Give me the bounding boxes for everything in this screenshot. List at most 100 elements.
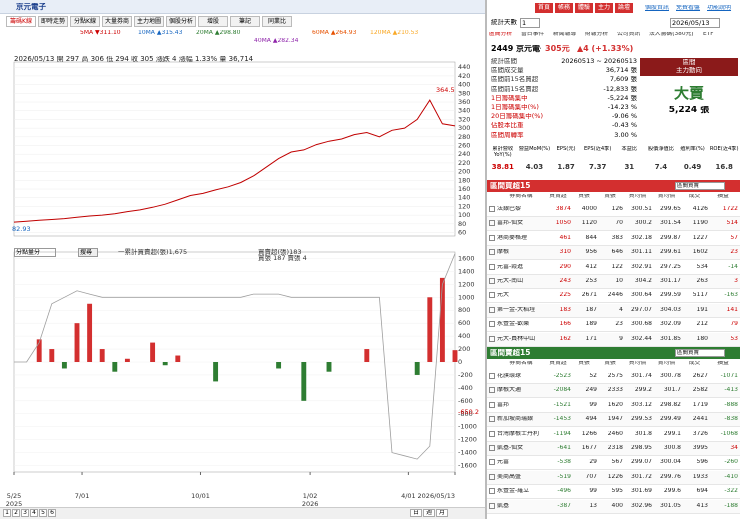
stat-value: 20260513 ~ 20260513 [561, 58, 637, 65]
row-checkbox[interactable] [489, 278, 495, 284]
tab[interactable]: 筆記 [230, 16, 260, 27]
nav-button[interactable]: 論壇 [615, 3, 633, 13]
table-row[interactable] [487, 413, 740, 428]
row-checkbox[interactable] [489, 445, 495, 451]
cell-number: 299.1 [663, 430, 681, 437]
row-checkbox[interactable] [489, 387, 495, 394]
row-checkbox[interactable] [489, 306, 495, 313]
table-select[interactable]: 區間買賣 [675, 349, 725, 357]
nav-link[interactable]: 功能說明 [707, 5, 732, 11]
cell-number: 183 [559, 306, 571, 313]
tab[interactable]: 即時走勢 [38, 16, 68, 27]
cell-number: 302.44 [631, 335, 652, 342]
cell-number: 122 [611, 263, 623, 270]
page-button[interactable]: 5 [39, 509, 47, 517]
row-checkbox[interactable] [489, 335, 495, 342]
table-row[interactable] [487, 318, 740, 333]
x-tick-label: 1/02 [303, 492, 318, 500]
cell-number: 301.17 [660, 278, 681, 284]
flow-select[interactable]: 分點量分 [14, 248, 56, 257]
row-checkbox[interactable] [489, 488, 495, 495]
cell-number: 1050 [555, 220, 571, 227]
row-checkbox[interactable] [489, 473, 495, 480]
row-checkbox[interactable] [489, 430, 495, 437]
table-row[interactable] [487, 398, 740, 413]
cell-number: 126 [611, 206, 623, 212]
right-tab[interactable]: ETF [703, 32, 714, 37]
table-row[interactable] [487, 485, 740, 500]
period-button[interactable]: 日 [410, 509, 422, 517]
flow-button[interactable]: 搜尋 [78, 248, 98, 257]
period-button[interactable]: 週 [423, 509, 435, 517]
table-row[interactable] [487, 303, 740, 318]
nav-link[interactable]: 免費看盤 [676, 5, 701, 11]
row-checkbox[interactable] [489, 321, 495, 328]
table-row[interactable] [487, 289, 740, 304]
page-button[interactable]: 3 [21, 509, 29, 517]
table-row[interactable] [487, 246, 740, 261]
nav-button[interactable]: 主力 [595, 3, 613, 13]
right-tab[interactable]: 區間分析 [489, 32, 513, 37]
days-input[interactable]: 1 [520, 18, 540, 28]
cell-number: 646 [611, 249, 623, 256]
row-checkbox[interactable] [489, 373, 495, 379]
table-select[interactable]: 區間買賣 [675, 182, 725, 190]
broker-name: 花旗環球 [497, 373, 522, 379]
nav-button[interactable]: 體驗 [575, 3, 593, 13]
table-row[interactable] [487, 442, 740, 456]
page-button[interactable]: 6 [48, 509, 56, 517]
right-tab[interactable]: 公司資訊 [617, 32, 641, 37]
row-checkbox[interactable] [489, 292, 495, 299]
nav-link[interactable]: 個股資訊 [645, 5, 670, 11]
tab[interactable]: 分點K線 [70, 16, 100, 27]
table-row[interactable] [487, 217, 740, 232]
flow-bar [112, 362, 118, 372]
cell-number: 3 [734, 278, 738, 284]
nav-button[interactable]: 帳務 [555, 3, 573, 13]
tab[interactable]: 個股分析 [166, 16, 196, 27]
tab[interactable]: 大量券商 [102, 16, 132, 27]
tab[interactable]: 增股 [198, 16, 228, 27]
window-title: 京元電子 [16, 3, 46, 11]
row-checkbox[interactable] [489, 401, 495, 408]
table-row[interactable] [487, 275, 740, 289]
page-button[interactable]: 2 [12, 509, 20, 517]
x-tick-label: 10/01 [191, 492, 210, 500]
table-row[interactable] [487, 470, 740, 485]
row-checkbox[interactable] [489, 249, 495, 256]
table-row[interactable] [487, 427, 740, 442]
nav-button[interactable]: 首頁 [535, 3, 553, 13]
tab[interactable]: 同業比 [262, 16, 292, 27]
table-row[interactable] [487, 332, 740, 347]
table-row[interactable] [487, 384, 740, 399]
table-row[interactable] [487, 499, 740, 514]
row-checkbox[interactable] [489, 263, 495, 270]
date-input[interactable]: 2026/05/13 [670, 18, 720, 28]
row-checkbox[interactable] [489, 234, 495, 241]
right-tab[interactable]: 財報分析 [585, 32, 609, 37]
table-row[interactable] [487, 260, 740, 275]
table-row[interactable] [487, 456, 740, 471]
row-checkbox[interactable] [489, 220, 495, 227]
broker-name: 第一金-大稻埕 [497, 306, 536, 313]
table-row[interactable] [487, 370, 740, 384]
broker-name: 美商高盛 [497, 473, 522, 480]
right-tab[interactable]: 新聞報導 [553, 32, 577, 37]
row-checkbox[interactable] [489, 416, 495, 423]
cell-number: 166 [559, 321, 571, 328]
period-button[interactable]: 月 [436, 509, 448, 517]
table-row[interactable] [487, 203, 740, 217]
page-button[interactable]: 4 [30, 509, 38, 517]
right-tab[interactable]: 法人籌碼(380元) [649, 32, 694, 37]
row-checkbox[interactable] [489, 502, 495, 509]
cell-number: 57 [730, 234, 738, 241]
tab[interactable]: 籌碼K線 [6, 16, 36, 27]
cell-number: 189 [585, 321, 597, 328]
tab[interactable]: 主力地圖 [134, 16, 164, 27]
page-button[interactable]: 1 [3, 509, 11, 517]
row-checkbox[interactable] [489, 206, 495, 212]
table-row[interactable] [487, 231, 740, 246]
row-checkbox[interactable] [489, 459, 495, 466]
year-label: 2025 [6, 500, 23, 508]
right-tab[interactable]: 當日事件 [521, 32, 545, 37]
